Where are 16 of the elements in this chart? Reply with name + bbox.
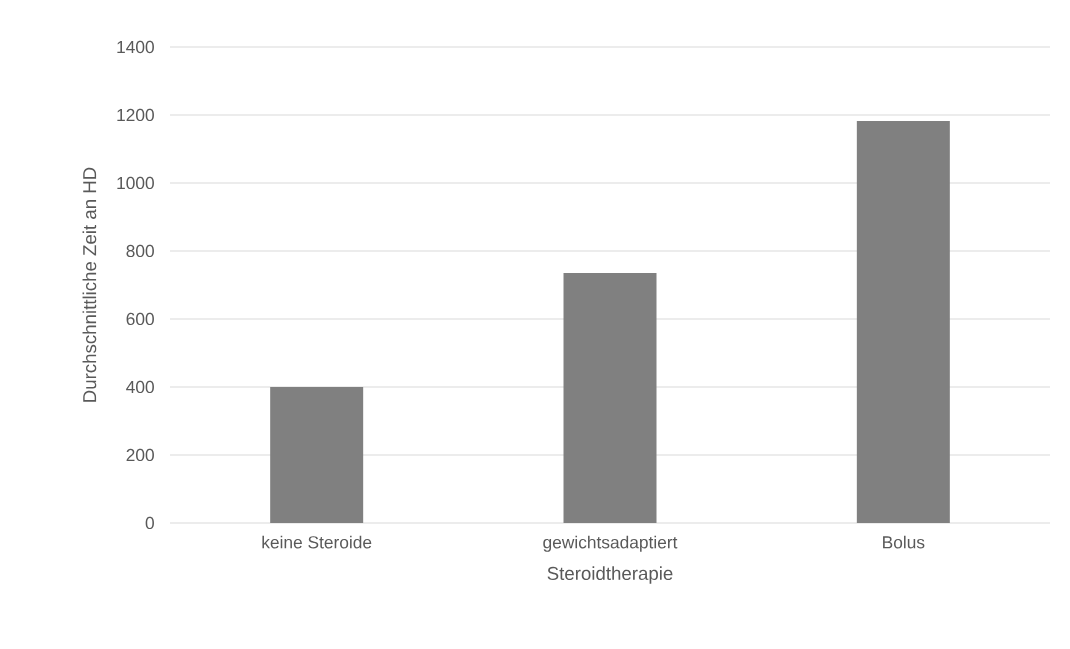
- y-tick-label: 600: [126, 312, 154, 326]
- bar: [563, 273, 657, 523]
- x-tick-label: keine Steroide: [262, 535, 372, 549]
- x-tick-label: Bolus: [883, 535, 925, 549]
- y-tick-label: 0: [145, 516, 154, 530]
- y-axis-title: Durchschnittliche Zeit an HD: [82, 167, 97, 402]
- y-tick-label: 800: [126, 244, 154, 258]
- y-tick-label: 1400: [117, 40, 154, 54]
- y-tick-label: 1200: [117, 108, 154, 122]
- x-axis-title: Steroidtherapie: [547, 566, 673, 584]
- y-tick-label: 400: [126, 380, 154, 394]
- y-tick-label: 200: [126, 448, 154, 462]
- x-tick-label: gewichtsadaptiert: [543, 535, 678, 552]
- y-tick-label: 1000: [117, 176, 154, 190]
- bar: [270, 386, 364, 523]
- bar: [856, 121, 950, 523]
